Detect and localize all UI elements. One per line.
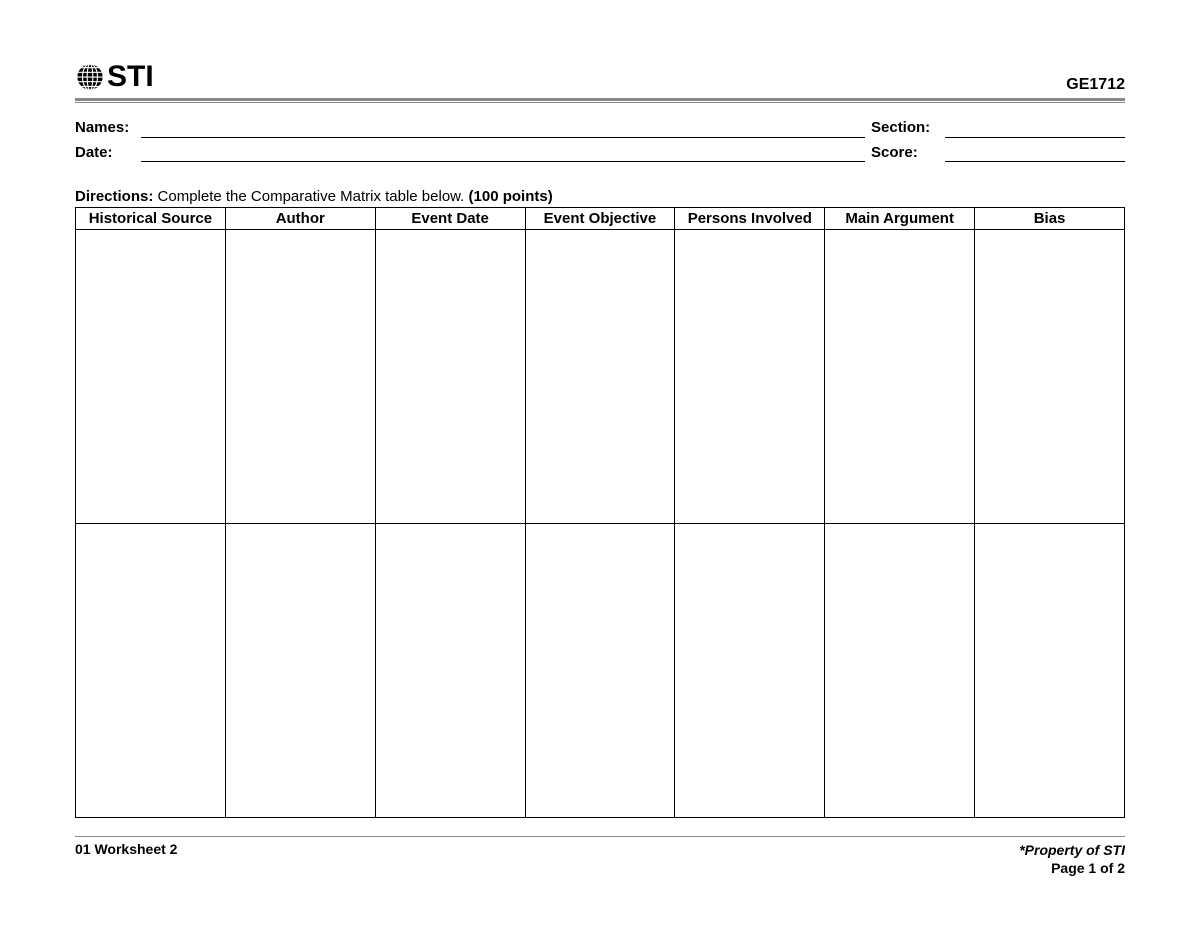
col-author: Author: [225, 208, 375, 230]
footer-page: Page 1 of 2: [1019, 859, 1125, 877]
course-code: GE1712: [1066, 76, 1125, 94]
col-persons-involved: Persons Involved: [675, 208, 825, 230]
col-event-objective: Event Objective: [525, 208, 675, 230]
footer: 01 Worksheet 2 *Property of STI Page 1 o…: [75, 836, 1125, 877]
table-row: [76, 524, 1125, 818]
col-bias: Bias: [975, 208, 1125, 230]
cell: [525, 524, 675, 818]
cell: [375, 524, 525, 818]
footer-right: *Property of STI Page 1 of 2: [1019, 841, 1125, 877]
directions: Directions: Complete the Comparative Mat…: [75, 188, 1125, 205]
cell: [225, 524, 375, 818]
logo: STI: [75, 60, 154, 94]
score-line: [945, 146, 1125, 162]
header-rule-thick: [75, 98, 1125, 101]
footer-property: *Property of STI: [1019, 841, 1125, 859]
table-header-row: Historical Source Author Event Date Even…: [76, 208, 1125, 230]
worksheet-page: STI GE1712 Names: Section: Date: Score: …: [0, 0, 1200, 818]
footer-left: 01 Worksheet 2: [75, 841, 177, 877]
header-rule-thin: [75, 102, 1125, 103]
score-label: Score:: [871, 142, 941, 165]
comparative-matrix-table: Historical Source Author Event Date Even…: [75, 207, 1125, 818]
cell: [825, 230, 975, 524]
directions-text: Complete the Comparative Matrix table be…: [153, 188, 468, 205]
col-main-argument: Main Argument: [825, 208, 975, 230]
table-row: [76, 230, 1125, 524]
cell: [375, 230, 525, 524]
globe-icon: [75, 62, 105, 92]
cell: [975, 524, 1125, 818]
cell: [675, 230, 825, 524]
cell: [675, 524, 825, 818]
info-row-date: Date: Score:: [75, 142, 1125, 165]
info-row-names: Names: Section:: [75, 117, 1125, 140]
cell: [825, 524, 975, 818]
section-label: Section:: [871, 117, 941, 140]
directions-points: (100 points): [469, 188, 553, 205]
col-event-date: Event Date: [375, 208, 525, 230]
cell: [76, 230, 226, 524]
header: STI GE1712: [75, 60, 1125, 94]
directions-label: Directions:: [75, 188, 153, 205]
info-block: Names: Section: Date: Score:: [75, 117, 1125, 164]
names-label: Names:: [75, 117, 137, 140]
date-label: Date:: [75, 142, 137, 165]
col-historical-source: Historical Source: [76, 208, 226, 230]
names-line: [141, 122, 865, 138]
section-line: [945, 122, 1125, 138]
cell: [76, 524, 226, 818]
footer-rule: [75, 836, 1125, 837]
cell: [225, 230, 375, 524]
cell: [525, 230, 675, 524]
date-line: [141, 146, 865, 162]
logo-text: STI: [107, 60, 154, 94]
footer-row: 01 Worksheet 2 *Property of STI Page 1 o…: [75, 841, 1125, 877]
cell: [975, 230, 1125, 524]
